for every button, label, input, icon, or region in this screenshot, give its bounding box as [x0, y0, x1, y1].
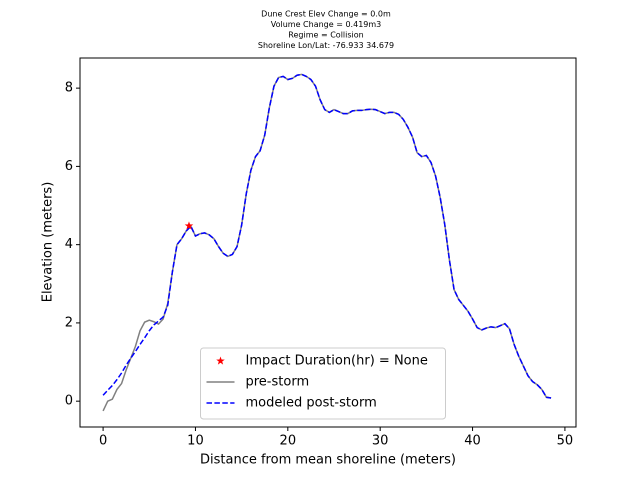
plot-frame	[79, 57, 577, 428]
chart-title: Shoreline Lon/Lat: -76.933 34.679	[258, 41, 394, 50]
legend-marker	[216, 356, 225, 365]
y-tick-label: 4	[65, 237, 73, 252]
x-tick-label: 20	[280, 434, 297, 449]
x-tick-label: 0	[99, 434, 107, 449]
legend-label: Impact Duration(hr) = None	[246, 354, 428, 369]
x-axis-label: Distance from mean shoreline (meters)	[200, 453, 456, 468]
impact-marker	[184, 221, 194, 230]
x-tick-label: 10	[187, 434, 204, 449]
legend-box	[200, 347, 446, 420]
chart-title: Dune Crest Elev Change = 0.0m	[261, 10, 391, 19]
legend-label: modeled post-storm	[246, 396, 377, 411]
x-tick-label: 50	[557, 434, 574, 449]
y-tick-label: 0	[65, 394, 73, 409]
y-tick-label: 2	[65, 315, 73, 330]
chart-title: Volume Change = 0.419m3	[271, 20, 382, 29]
y-axis-label: Elevation (meters)	[41, 182, 56, 303]
chart-title: Regime = Collision	[288, 31, 363, 40]
x-tick-label: 40	[464, 434, 481, 449]
x-tick-label: 30	[372, 434, 389, 449]
legend-label: pre-storm	[246, 375, 310, 390]
y-tick-label: 6	[65, 159, 73, 174]
y-tick-label: 8	[65, 81, 73, 96]
series-line	[102, 73, 552, 399]
